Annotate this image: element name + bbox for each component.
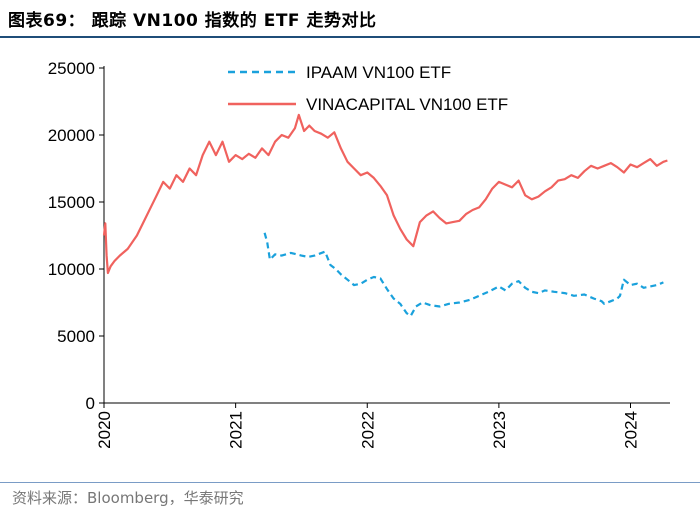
y-axis: 0 5000 10000 15000 20000 25000 — [48, 59, 105, 413]
series-line-ipaam — [263, 232, 664, 317]
x-tick-label: 2024 — [622, 411, 641, 449]
x-axis: 2020 2021 2022 2023 2024 — [95, 402, 670, 449]
chart-title: 图表69： 跟踪 VN100 指数的 ETF 走势对比 — [8, 11, 377, 31]
source-divider — [0, 482, 700, 483]
x-tick-label: 2020 — [95, 411, 114, 449]
legend-label: VINACAPITAL VN100 ETF — [306, 95, 508, 114]
series-line-vinacapital — [102, 113, 668, 275]
series-layer — [102, 113, 668, 317]
y-tick-label: 15000 — [48, 193, 95, 212]
y-tick-label: 0 — [86, 394, 95, 413]
x-tick-label: 2022 — [358, 411, 377, 449]
legend: IPAAM VN100 ETF VINACAPITAL VN100 ETF — [228, 63, 508, 114]
legend-label: IPAAM VN100 ETF — [306, 63, 451, 82]
y-tick-label: 5000 — [57, 327, 95, 346]
y-tick-label: 10000 — [48, 260, 95, 279]
title-underline — [0, 36, 700, 38]
y-tick-label: 20000 — [48, 126, 95, 145]
x-tick-label: 2021 — [227, 411, 246, 449]
source-note: 资料来源：Bloomberg，华泰研究 — [12, 489, 244, 507]
x-tick-label: 2023 — [490, 411, 509, 449]
y-tick-label: 25000 — [48, 59, 95, 78]
